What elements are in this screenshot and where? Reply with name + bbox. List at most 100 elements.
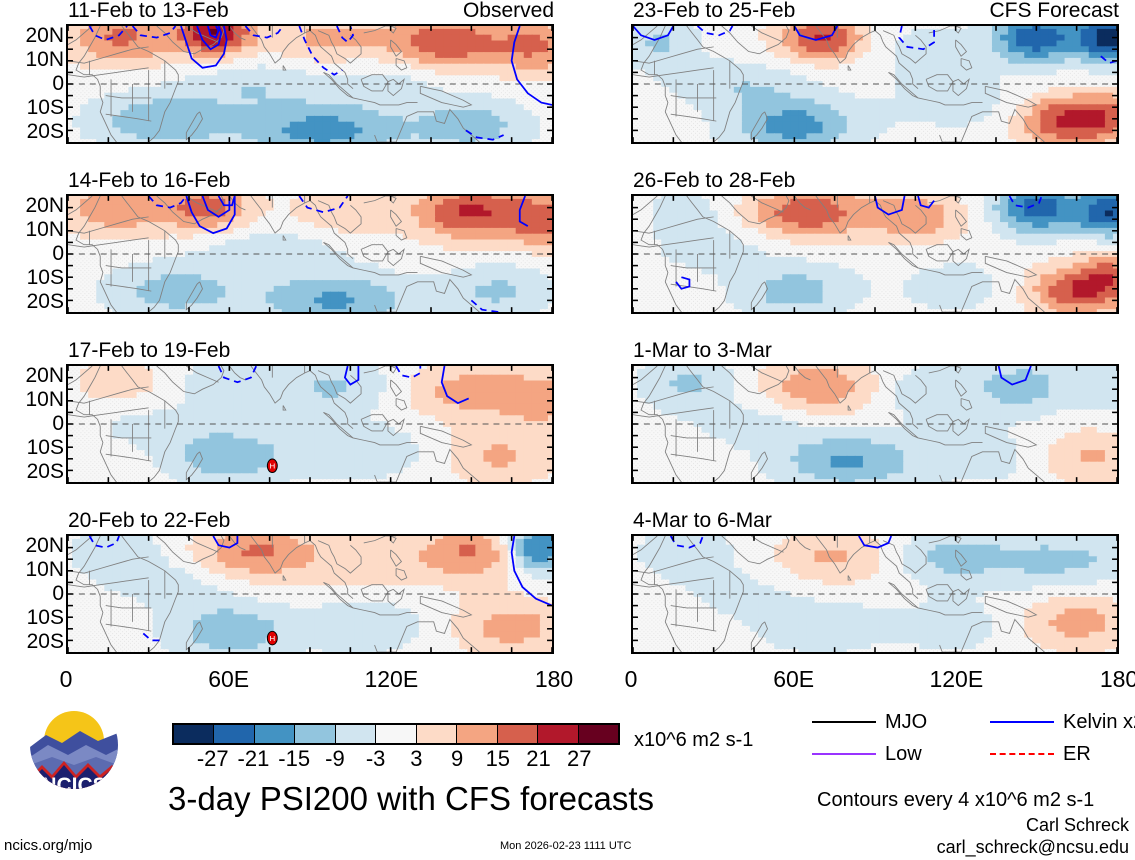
y-tick-label: 20S	[26, 630, 64, 653]
y-tick-label: 10N	[25, 48, 64, 71]
map-panel-4: 20-Feb to 22-Feb H	[66, 510, 554, 654]
y-tick-label: 20S	[26, 120, 64, 143]
panel-title: 1-Mar to 3-Mar	[633, 339, 772, 362]
logo-text: NCICS	[41, 774, 106, 797]
panel-plot-area: H	[66, 534, 554, 654]
colorbar-tick-label: -3	[365, 746, 386, 771]
colorbar-tick-label: -21	[237, 746, 270, 771]
colorbar-tick-labels: -27 -21 -15 -9 -3 3 9 15 21 27	[172, 748, 620, 774]
y-tick-label: 0	[52, 412, 64, 435]
colorbar-swatch-8	[497, 725, 539, 743]
timestamp: Mon 2026-02-23 1111 UTC	[500, 840, 632, 852]
colorbar-swatch-2	[254, 725, 296, 743]
contours-note: Contours every 4 x10^6 m2 s-1	[817, 789, 1095, 811]
colorbar-tick-label: 9	[450, 746, 464, 771]
author-name: Carl Schreck	[1025, 815, 1129, 835]
y-tick-label: 20S	[26, 460, 64, 483]
panel-plot-area	[631, 24, 1119, 144]
legend-item-low: Low	[812, 744, 922, 764]
colorbar-tick-label: 21	[526, 746, 551, 771]
panel-title: 26-Feb to 28-Feb	[633, 169, 796, 192]
y-tick-label: 10N	[25, 388, 64, 411]
panel-title: 17-Feb to 19-Feb	[68, 339, 231, 362]
map-panel-8: 4-Mar to 6-Mar	[631, 510, 1119, 654]
panel-title: 11-Feb to 13-Feb	[68, 0, 229, 22]
x-tick-label: 180	[1099, 666, 1135, 692]
panel-plot-area	[631, 194, 1119, 314]
colorbar-swatch-1	[214, 725, 255, 743]
contour-legend: MJO Kelvin x2 Low ER	[812, 712, 1135, 772]
y-tick-label: 10N	[25, 558, 64, 581]
legend-item-er: ER	[990, 744, 1091, 764]
y-tick-label: 0	[52, 242, 64, 265]
colorbar-tick-label: 15	[485, 746, 511, 771]
colorbar-tick-label: 27	[567, 746, 592, 771]
y-tick-label: 0	[52, 582, 64, 605]
y-tick-label: 10S	[26, 266, 64, 289]
panel-plot-area	[66, 194, 554, 314]
legend-label: MJO	[885, 711, 928, 733]
colorbar-tick-label: 3	[410, 746, 423, 771]
panel-plot-area	[631, 364, 1119, 484]
panel-title: 14-Feb to 16-Feb	[68, 169, 231, 192]
colorbar-swatch-6	[416, 725, 458, 743]
x-tick-label: 0	[624, 666, 638, 692]
panel-plot-area	[66, 24, 554, 144]
page-title: 3-day PSI200 with CFS forecasts	[168, 780, 655, 817]
legend-line-swatch	[812, 753, 876, 755]
legend-label: ER	[1063, 743, 1091, 765]
legend-label: Kelvin x2	[1063, 711, 1135, 733]
legend-line-swatch	[990, 753, 1054, 755]
panel-corner-label: Observed	[462, 0, 554, 22]
panel-title: 20-Feb to 22-Feb	[68, 509, 231, 532]
colorbar-swatch-0	[174, 725, 215, 743]
map-panel-1: 11-Feb to 13-Feb Observed	[66, 0, 554, 144]
site-url: ncics.org/mjo	[4, 837, 93, 854]
map-panel-5: 23-Feb to 25-Feb CFS Forecast	[631, 0, 1119, 144]
x-tick-label: 60E	[208, 666, 250, 692]
map-panel-7: 1-Mar to 3-Mar	[631, 340, 1119, 484]
legend-line-swatch	[812, 721, 876, 723]
ncics-logo: NCICS	[22, 695, 126, 799]
map-panel-3: 17-Feb to 19-Feb H	[66, 340, 554, 484]
map-panel-6: 26-Feb to 28-Feb	[631, 170, 1119, 314]
legend-item-mjo: MJO	[812, 712, 927, 732]
y-tick-label: 10S	[26, 436, 64, 459]
panel-title: 4-Mar to 6-Mar	[633, 509, 772, 532]
legend-line-swatch	[990, 721, 1054, 723]
x-tick-label: 120E	[364, 666, 419, 692]
author-email: carl_schreck@ncsu.edu	[936, 837, 1129, 857]
y-tick-label: 20N	[25, 24, 64, 47]
colorbar-swatch-3	[295, 725, 336, 743]
y-tick-label: 20N	[25, 364, 64, 387]
colorbar-tick-label: -15	[278, 746, 311, 771]
x-tick-label: 0	[59, 666, 73, 692]
colorbar-swatch-9	[538, 725, 579, 743]
y-tick-label: 20S	[26, 290, 64, 313]
panel-corner-label: CFS Forecast	[989, 0, 1119, 22]
y-tick-label: 20N	[25, 534, 64, 557]
panel-title: 23-Feb to 25-Feb	[633, 0, 796, 22]
legend-label: Low	[885, 743, 922, 765]
panel-plot-area: H	[66, 364, 554, 484]
colorbar-swatch-5	[376, 725, 417, 743]
svg-text:H: H	[269, 462, 275, 471]
legend-item-kelvin-x2: Kelvin x2	[990, 712, 1135, 732]
colorbar-swatch-4	[335, 725, 377, 743]
colorbar-units-label: x10^6 m2 s-1	[634, 729, 754, 751]
colorbar-swatch-10	[578, 725, 618, 743]
panel-plot-area	[631, 534, 1119, 654]
colorbar	[172, 723, 620, 745]
y-tick-label: 10N	[25, 218, 64, 241]
x-tick-label: 180	[534, 666, 574, 692]
colorbar-tick-label: -27	[196, 746, 229, 771]
y-tick-label: 20N	[25, 194, 64, 217]
y-tick-label: 0	[52, 72, 64, 95]
x-tick-label: 120E	[929, 666, 984, 692]
y-tick-label: 10S	[26, 606, 64, 629]
colorbar-swatch-7	[457, 725, 498, 743]
y-tick-label: 10S	[26, 96, 64, 119]
colorbar-tick-label: -9	[325, 746, 345, 771]
map-panel-2: 14-Feb to 16-Feb	[66, 170, 554, 314]
x-tick-label: 60E	[773, 666, 815, 692]
